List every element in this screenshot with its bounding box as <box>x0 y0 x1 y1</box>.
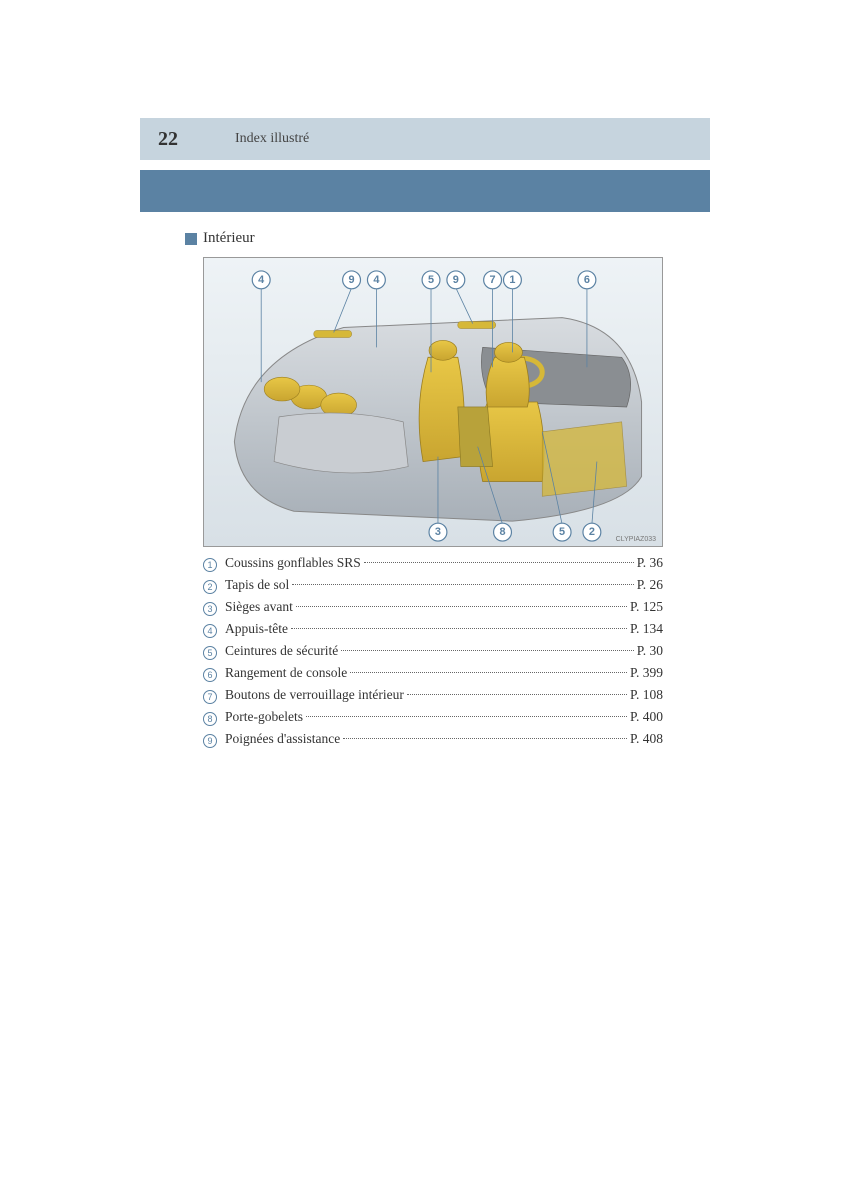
index-page: P. 399 <box>630 665 663 681</box>
index-row: 6 Rangement de console P. 399 <box>203 665 663 687</box>
index-label: Poignées d'assistance <box>225 731 340 747</box>
index-dots <box>296 606 627 607</box>
subsection-title: Intérieur <box>203 230 255 247</box>
index-page: P. 400 <box>630 709 663 725</box>
svg-text:5: 5 <box>428 274 434 286</box>
index-page: P. 134 <box>630 621 663 637</box>
index-num-icon: 9 <box>203 734 217 748</box>
page-container: 22 Index illustré Intérieur <box>140 118 710 753</box>
index-label: Tapis de sol <box>225 577 289 593</box>
index-num-icon: 8 <box>203 712 217 726</box>
svg-text:6: 6 <box>584 274 590 286</box>
page-number: 22 <box>158 128 178 151</box>
callout-top-5: 7 <box>484 271 502 289</box>
svg-text:9: 9 <box>453 274 459 286</box>
subsection-heading: Intérieur <box>185 230 710 247</box>
index-num-icon: 1 <box>203 558 217 572</box>
index-list: 1 Coussins gonflables SRS P. 36 2 Tapis … <box>203 555 663 753</box>
index-row: 1 Coussins gonflables SRS P. 36 <box>203 555 663 577</box>
index-dots <box>350 672 627 673</box>
callout-bottom-3: 2 <box>583 523 601 541</box>
callout-bottom-1: 8 <box>494 523 512 541</box>
callout-top-2: 4 <box>367 271 385 289</box>
header-bar: 22 Index illustré <box>140 118 710 160</box>
index-num-icon: 6 <box>203 668 217 682</box>
index-num-icon: 5 <box>203 646 217 660</box>
index-dots <box>292 584 633 585</box>
index-row: 9 Poignées d'assistance P. 408 <box>203 731 663 753</box>
index-label: Coussins gonflables SRS <box>225 555 361 571</box>
index-label: Appuis-tête <box>225 621 288 637</box>
callout-top-4: 9 <box>447 271 465 289</box>
callout-bottom-2: 5 <box>553 523 571 541</box>
index-page: P. 408 <box>630 731 663 747</box>
callout-top-3: 5 <box>422 271 440 289</box>
svg-text:1: 1 <box>509 274 515 286</box>
header-title: Index illustré <box>235 131 309 147</box>
callout-top-1: 9 <box>343 271 361 289</box>
index-dots <box>341 650 634 651</box>
index-label: Sièges avant <box>225 599 293 615</box>
index-page: P. 36 <box>637 555 663 571</box>
section-bar <box>140 170 710 212</box>
index-row: 4 Appuis-tête P. 134 <box>203 621 663 643</box>
index-dots <box>407 694 627 695</box>
index-row: 7 Boutons de verrouillage intérieur P. 1… <box>203 687 663 709</box>
callout-bottom-0: 3 <box>429 523 447 541</box>
callout-top-6: 1 <box>504 271 522 289</box>
square-marker-icon <box>185 233 197 245</box>
index-num-icon: 7 <box>203 690 217 704</box>
index-page: P. 108 <box>630 687 663 703</box>
index-dots <box>343 738 627 739</box>
index-page: P. 125 <box>630 599 663 615</box>
callout-top-7: 6 <box>578 271 596 289</box>
index-num-icon: 3 <box>203 602 217 616</box>
index-label: Rangement de console <box>225 665 347 681</box>
svg-text:4: 4 <box>258 274 264 286</box>
index-page: P. 26 <box>637 577 663 593</box>
interior-diagram: 4 9 4 5 9 7 1 6 3 8 5 2 CLYPIAZ033 <box>203 257 663 547</box>
index-row: 5 Ceintures de sécurité P. 30 <box>203 643 663 665</box>
index-label: Ceintures de sécurité <box>225 643 338 659</box>
svg-text:9: 9 <box>349 274 355 286</box>
diagram-svg: 4 9 4 5 9 7 1 6 3 8 5 2 <box>204 258 662 546</box>
index-num-icon: 4 <box>203 624 217 638</box>
index-dots <box>364 562 634 563</box>
svg-text:3: 3 <box>435 526 441 538</box>
index-num-icon: 2 <box>203 580 217 594</box>
index-dots <box>306 716 627 717</box>
index-label: Porte-gobelets <box>225 709 303 725</box>
index-page: P. 30 <box>637 643 663 659</box>
index-dots <box>291 628 627 629</box>
svg-text:8: 8 <box>499 526 505 538</box>
svg-text:5: 5 <box>559 526 565 538</box>
svg-text:2: 2 <box>589 526 595 538</box>
index-row: 2 Tapis de sol P. 26 <box>203 577 663 599</box>
svg-text:7: 7 <box>490 274 496 286</box>
index-label: Boutons de verrouillage intérieur <box>225 687 404 703</box>
index-row: 8 Porte-gobelets P. 400 <box>203 709 663 731</box>
callout-top-0: 4 <box>252 271 270 289</box>
index-row: 3 Sièges avant P. 125 <box>203 599 663 621</box>
svg-text:4: 4 <box>373 274 379 286</box>
diagram-code: CLYPIAZ033 <box>616 536 656 543</box>
